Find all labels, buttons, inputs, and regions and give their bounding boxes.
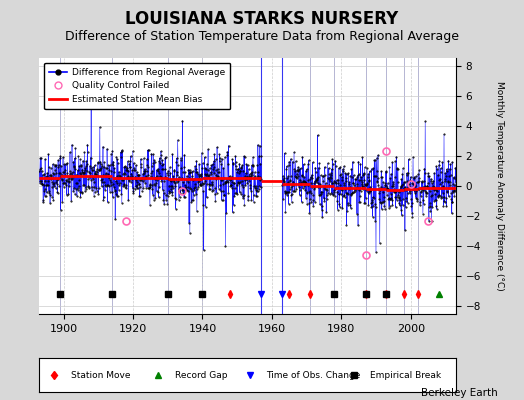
Text: Berkeley Earth: Berkeley Earth: [421, 388, 498, 398]
Text: Empirical Break: Empirical Break: [370, 370, 442, 380]
Text: Station Move: Station Move: [71, 370, 130, 380]
Text: LOUISIANA STARKS NURSERY: LOUISIANA STARKS NURSERY: [125, 10, 399, 28]
Y-axis label: Monthly Temperature Anomaly Difference (°C): Monthly Temperature Anomaly Difference (…: [495, 81, 504, 291]
Text: Record Gap: Record Gap: [174, 370, 227, 380]
Legend: Difference from Regional Average, Quality Control Failed, Estimated Station Mean: Difference from Regional Average, Qualit…: [44, 62, 231, 109]
Text: Time of Obs. Change: Time of Obs. Change: [266, 370, 361, 380]
Text: Difference of Station Temperature Data from Regional Average: Difference of Station Temperature Data f…: [65, 30, 459, 43]
